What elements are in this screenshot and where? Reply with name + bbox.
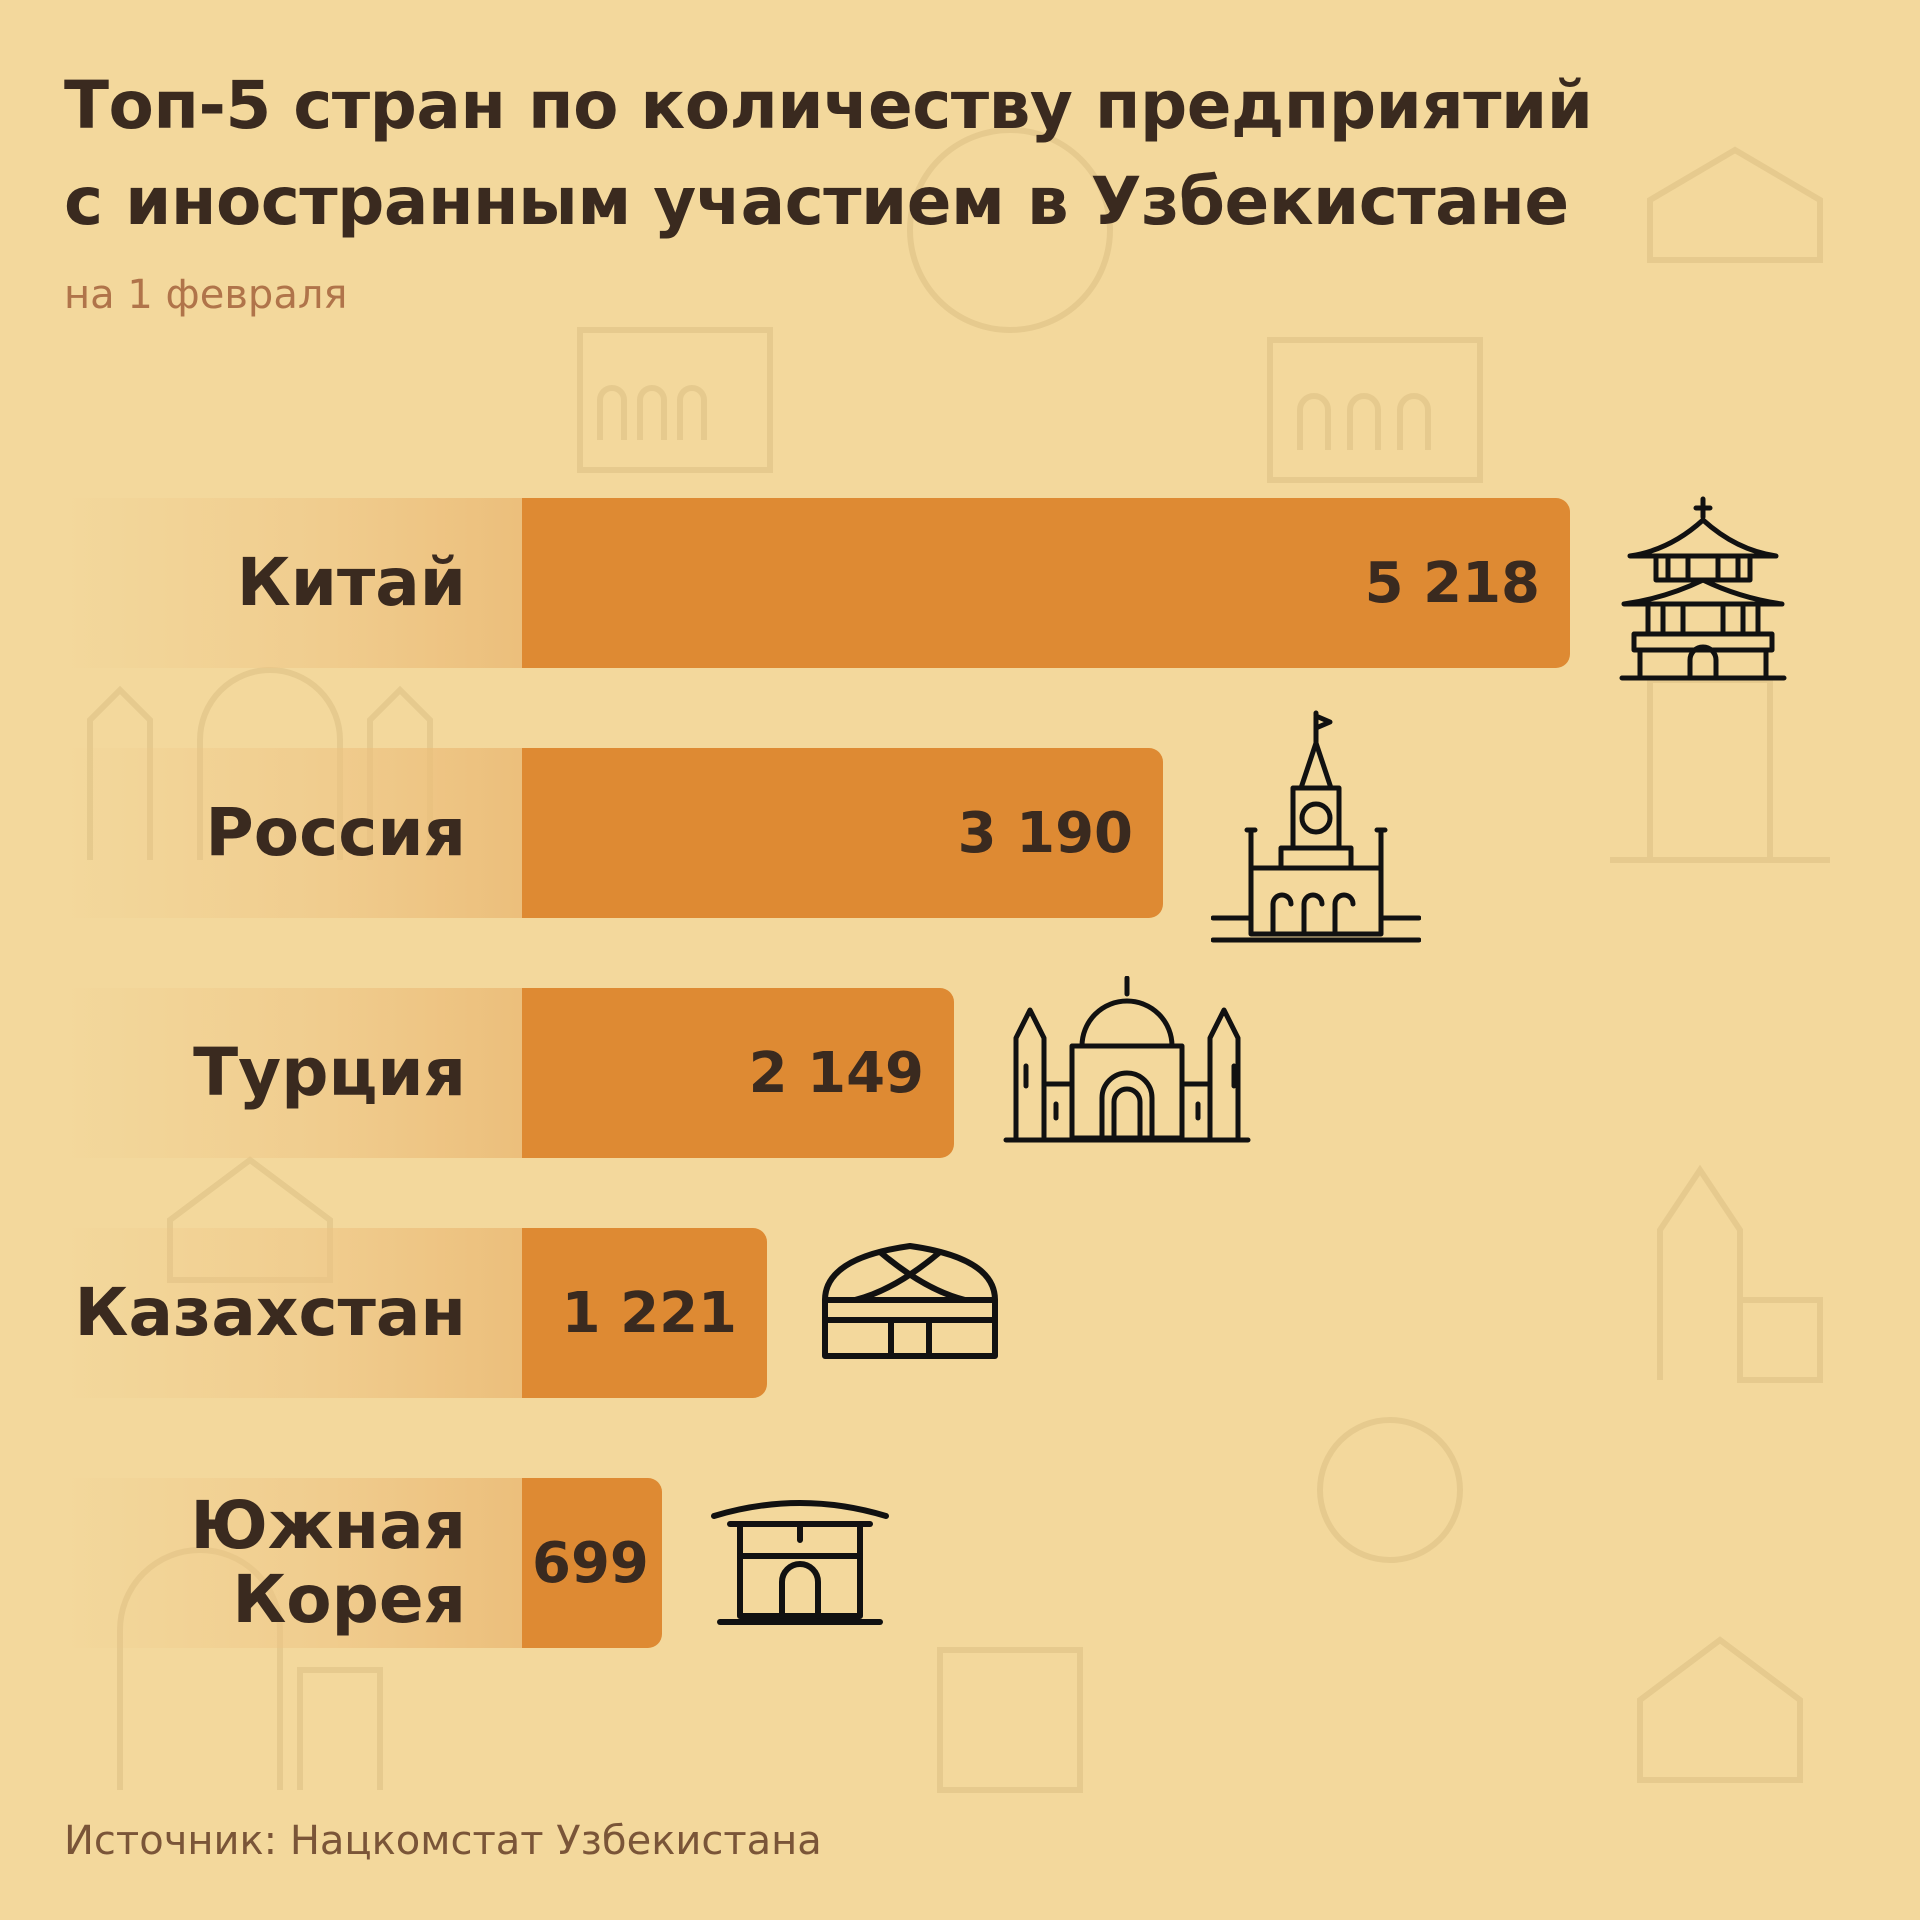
chinese-pagoda-icon [1618,494,1788,688]
mosque-icon [1002,975,1252,1150]
bar-row: Россия 3 190 [0,710,1920,943]
kremlin-tower-icon [1210,708,1422,952]
bg-circle-icon [1317,1417,1463,1563]
bar-row: Казахстан 1 221 [0,1228,1920,1398]
value-label: 1 221 [561,1280,737,1346]
bg-building-icon [577,327,773,473]
bg-dome-icon [907,127,1113,333]
title-line-2: с иностранным участием в Узбекистане [64,163,1569,240]
value-label: 5 218 [1364,550,1540,616]
yurt-icon [815,1242,1005,1366]
bar [522,748,1163,918]
bar [522,1228,767,1398]
category-label: Россия [205,794,466,871]
category-label: Турция [193,1034,466,1111]
bar [522,1478,662,1648]
bg-building-icon [937,1647,1083,1793]
category-label: Южная Корея [190,1487,466,1638]
category-label: Казахстан [74,1274,466,1351]
bg-arches-icon [597,385,707,440]
bar [522,988,954,1158]
bar-row: Китай 5 218 [0,496,1920,681]
bg-house-icon [1637,1636,1803,1783]
bg-tower-icon [1657,1164,1823,1383]
label-band [60,748,522,918]
label-band [60,498,522,668]
value-label: 2 149 [748,1040,924,1106]
label-band [60,1228,522,1398]
chart-title: Топ-5 стран по количеству предприятий с … [64,58,1864,250]
bar [522,498,1570,668]
source-note: Источник: Нацкомстат Узбекистана [64,1818,822,1864]
title-line-1: Топ-5 стран по количеству предприятий [64,67,1593,144]
bg-building-icon [1267,337,1483,483]
category-label: Китай [236,544,466,621]
label-band [60,988,522,1158]
label-band [60,1478,522,1648]
bg-house-icon [1647,146,1823,263]
korean-house-icon [710,1494,890,1638]
bg-arches-icon [1297,393,1431,450]
bar-row: Южная Корея 699 [0,1478,1920,1648]
chart-subtitle: на 1 февраля [64,272,348,318]
value-label: 699 [532,1530,649,1596]
value-label: 3 190 [957,800,1133,866]
bar-row: Турция 2 149 [0,975,1920,1158]
